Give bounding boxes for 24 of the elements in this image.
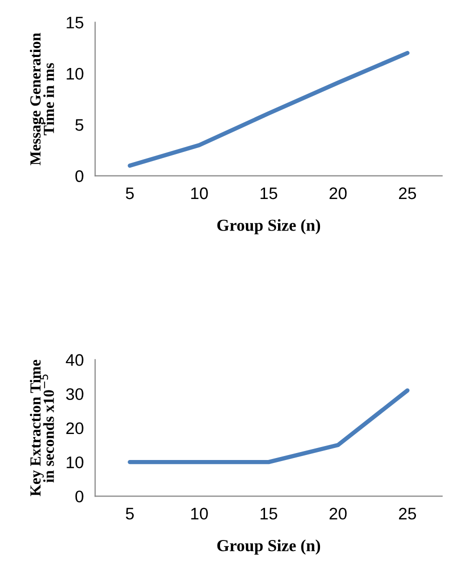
x-tick-label: 5	[126, 188, 134, 200]
x-tick-label: 20	[330, 187, 347, 200]
y-tick-label: 20	[66, 422, 84, 434]
x-tick-label: 10	[191, 187, 208, 200]
x-tick-label: 25	[399, 187, 416, 200]
y-tick-label: 10	[66, 68, 84, 80]
x-tick-label: 25	[399, 508, 416, 520]
y-tick-label: 15	[66, 16, 84, 28]
x-axis-title: Group Size (n)	[217, 540, 320, 555]
line-series	[128, 50, 410, 168]
x-tick-label: 15	[260, 508, 278, 520]
y-tick-label: 30	[66, 388, 84, 400]
y-axis-title: Key Extraction Time in seconds x10$^{−5}$	[30, 360, 54, 496]
x-tick-label: 15	[260, 188, 278, 200]
y-tick-label: 10	[66, 456, 84, 468]
x-tick-label: 10	[191, 508, 208, 520]
x-tick-label: 5	[126, 508, 134, 520]
x-axis-title: Group Size (n)	[217, 219, 320, 234]
y-tick-label: 5	[75, 119, 84, 131]
y-tick-label: 0	[75, 490, 84, 502]
y-tick-label: 40	[66, 354, 84, 366]
y-axis-title: Message Generation Time in ms	[30, 32, 54, 166]
y-tick-label: 0	[75, 170, 84, 182]
x-tick-label: 20	[330, 508, 347, 520]
